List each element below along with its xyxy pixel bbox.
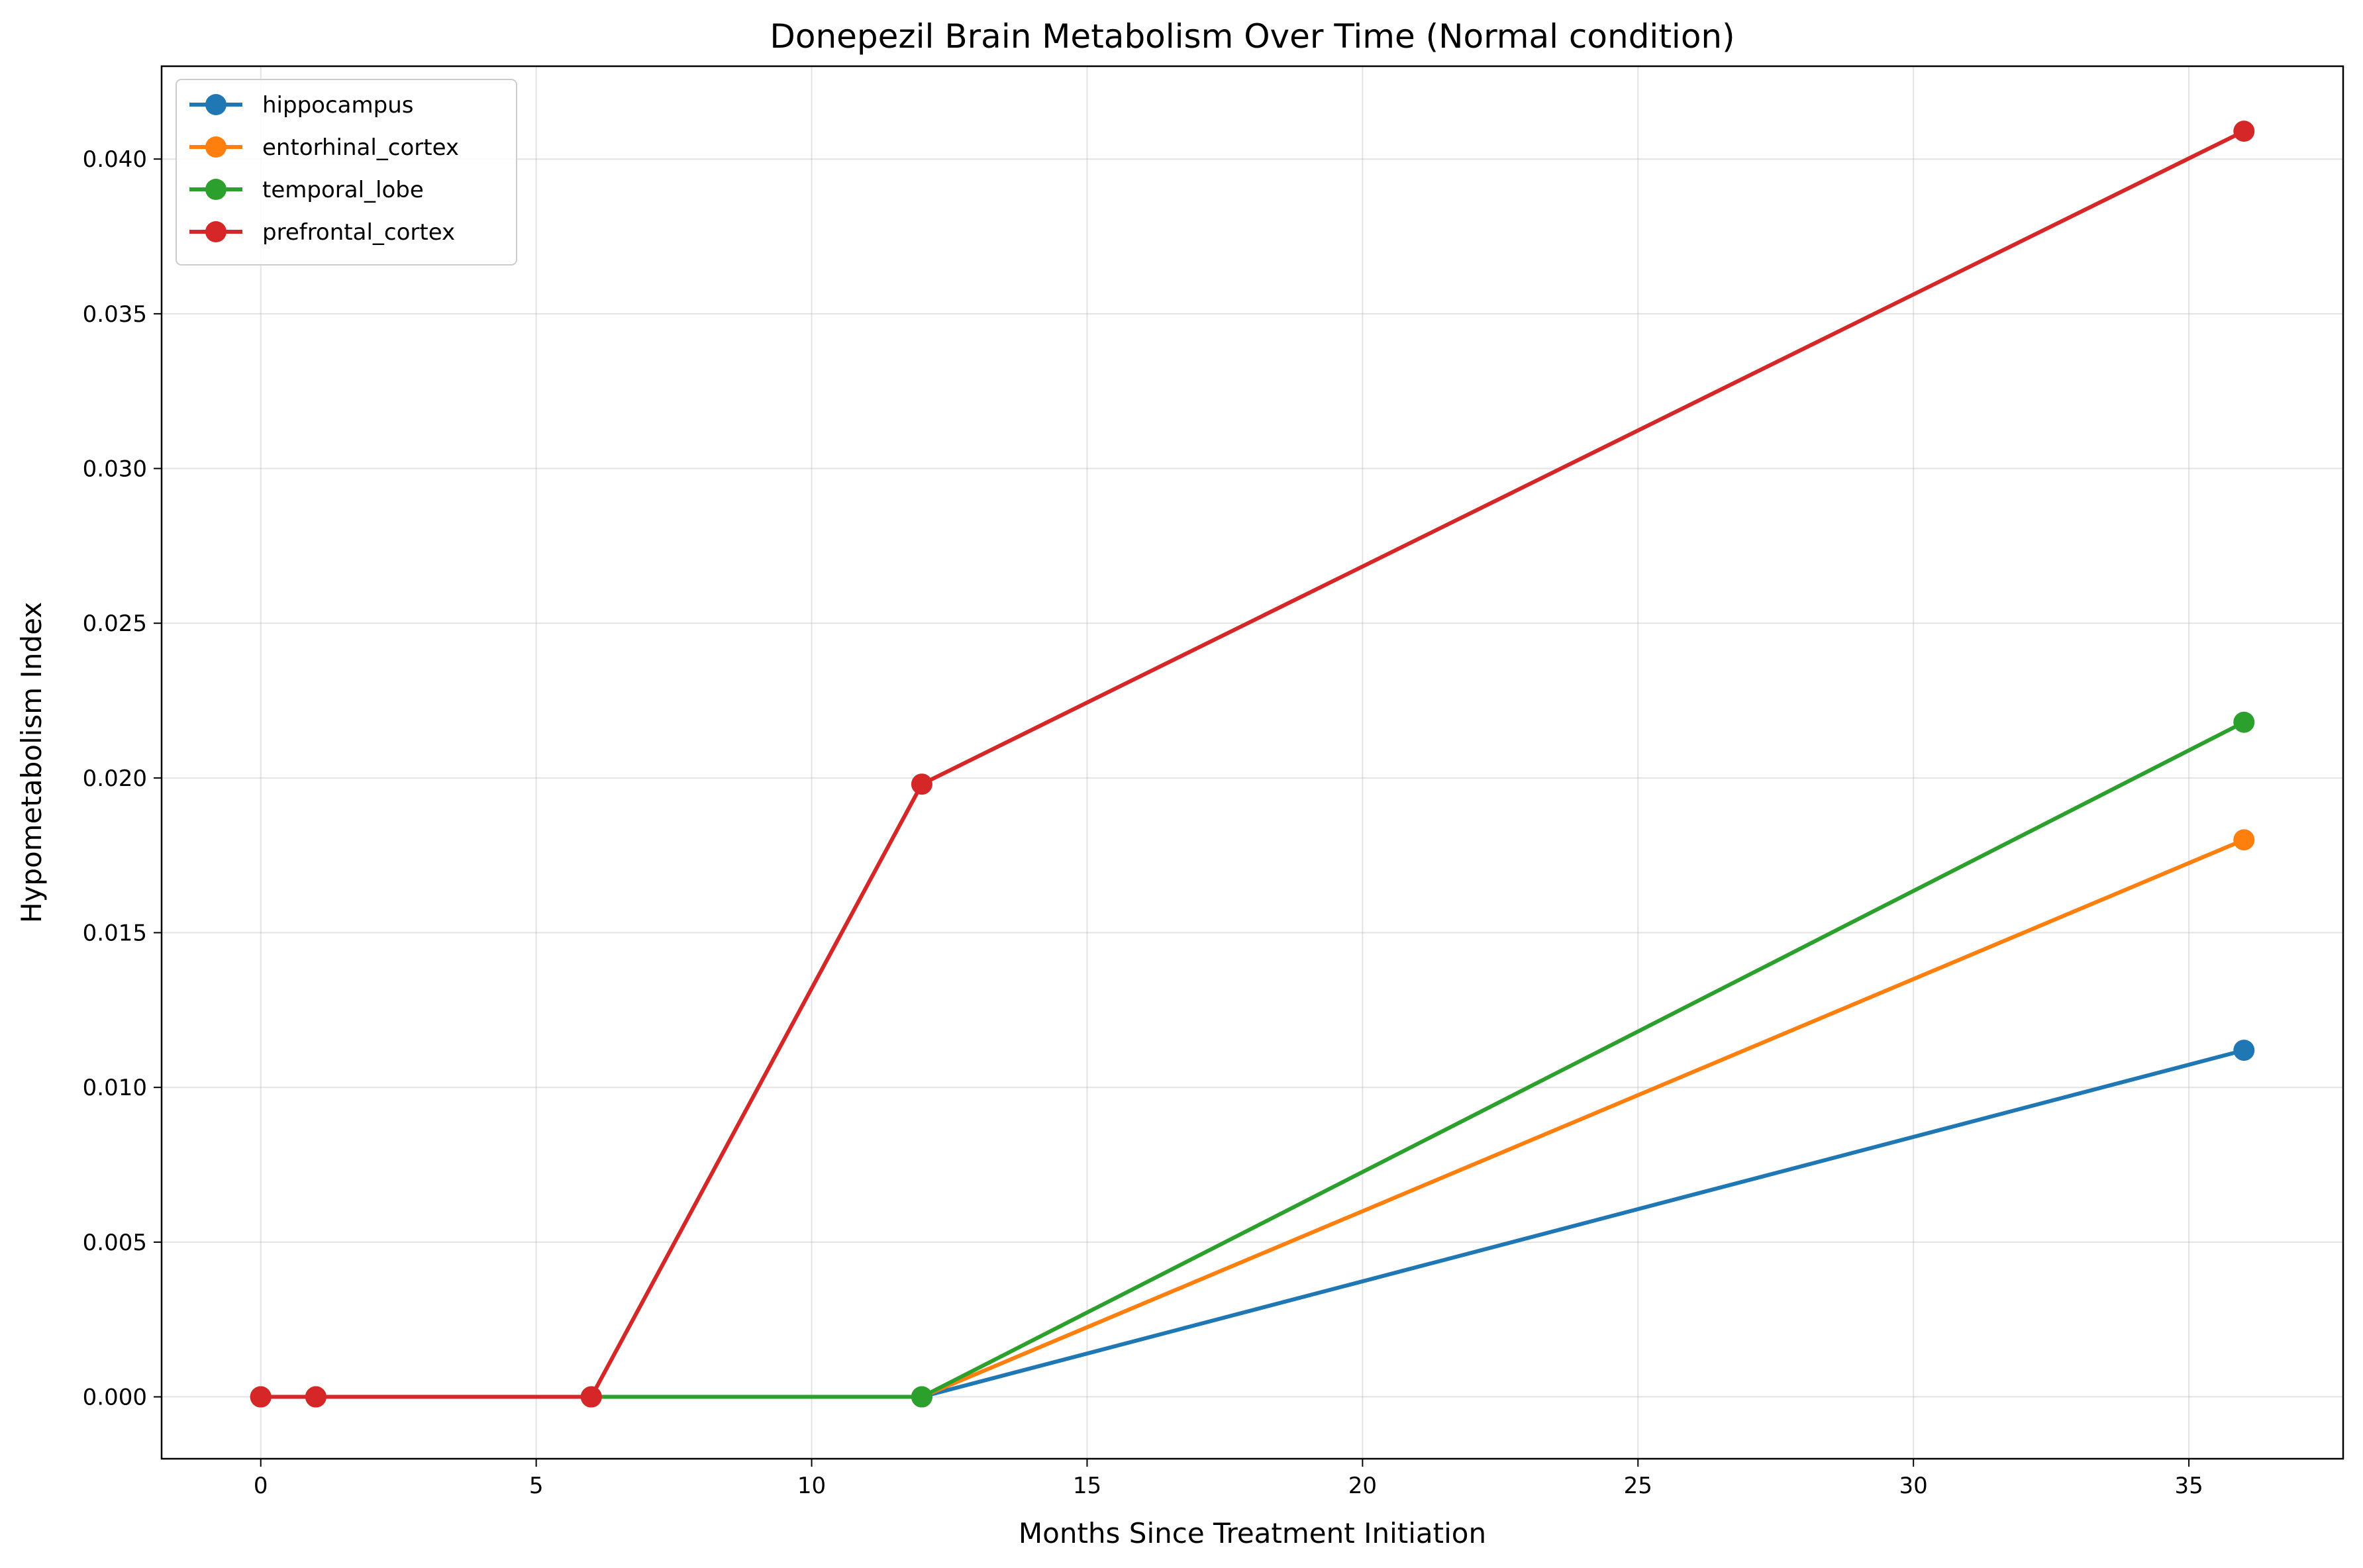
y-tick-label: 0.015 [83, 920, 147, 947]
chart-title: Donepezil Brain Metabolism Over Time (No… [770, 17, 1735, 56]
data-point [2233, 1040, 2255, 1061]
series-lines [250, 121, 2255, 1408]
legend-box [176, 79, 517, 266]
legend-item: prefrontal_cortex [189, 219, 455, 246]
x-tick-label: 0 [254, 1473, 268, 1499]
legend-item: hippocampus [189, 92, 413, 119]
legend-marker [205, 94, 226, 115]
y-tick-label: 0.010 [83, 1075, 147, 1101]
y-tick-label: 0.035 [83, 301, 147, 328]
data-point [2233, 711, 2255, 733]
plot-area-frame [160, 65, 2344, 1460]
y-tick-label: 0.030 [83, 456, 147, 483]
y-tick-label: 0.020 [83, 765, 147, 792]
x-axis-label: Months Since Treatment Initiation [1019, 1517, 1486, 1549]
y-axis-ticks: 0.000 0.005 0.010 0.015 0.020 0.025 0.030 0.035… [83, 146, 162, 1411]
y-axis-label: Hypometabolism Index [15, 602, 48, 923]
data-point [580, 1386, 602, 1408]
legend: hippocampus entorhinal_cortex temporal_lob… [176, 79, 517, 266]
legend-marker [205, 221, 226, 242]
y-tick-label: 0.000 [83, 1385, 147, 1411]
x-tick-label: 20 [1348, 1473, 1377, 1499]
data-point [2233, 829, 2255, 851]
series-prefrontal-cortex [250, 121, 2255, 1408]
y-tick-label: 0.040 [83, 146, 147, 173]
y-tick-label: 0.025 [83, 611, 147, 637]
x-tick-label: 25 [1624, 1473, 1652, 1499]
x-tick-label: 5 [529, 1473, 544, 1499]
data-point [250, 1386, 272, 1408]
legend-marker [205, 179, 226, 200]
data-point [911, 1386, 932, 1408]
y-tick-label: 0.005 [83, 1230, 147, 1256]
data-point [305, 1386, 327, 1408]
data-point [911, 773, 932, 795]
legend-label: hippocampus [262, 92, 413, 119]
legend-label: temporal_lobe [262, 177, 424, 203]
x-axis-ticks: 0 5 10 15 20 25 30 35 [254, 1459, 2203, 1499]
legend-item: entorhinal_cortex [189, 134, 459, 161]
x-tick-label: 35 [2174, 1473, 2203, 1499]
legend-label: prefrontal_cortex [262, 219, 455, 246]
x-tick-label: 30 [1899, 1473, 1928, 1499]
legend-item: temporal_lobe [189, 177, 424, 203]
legend-marker [205, 136, 226, 158]
legend-label: entorhinal_cortex [262, 134, 459, 161]
x-tick-label: 10 [797, 1473, 826, 1499]
data-point [2233, 121, 2255, 142]
x-tick-label: 15 [1073, 1473, 1101, 1499]
